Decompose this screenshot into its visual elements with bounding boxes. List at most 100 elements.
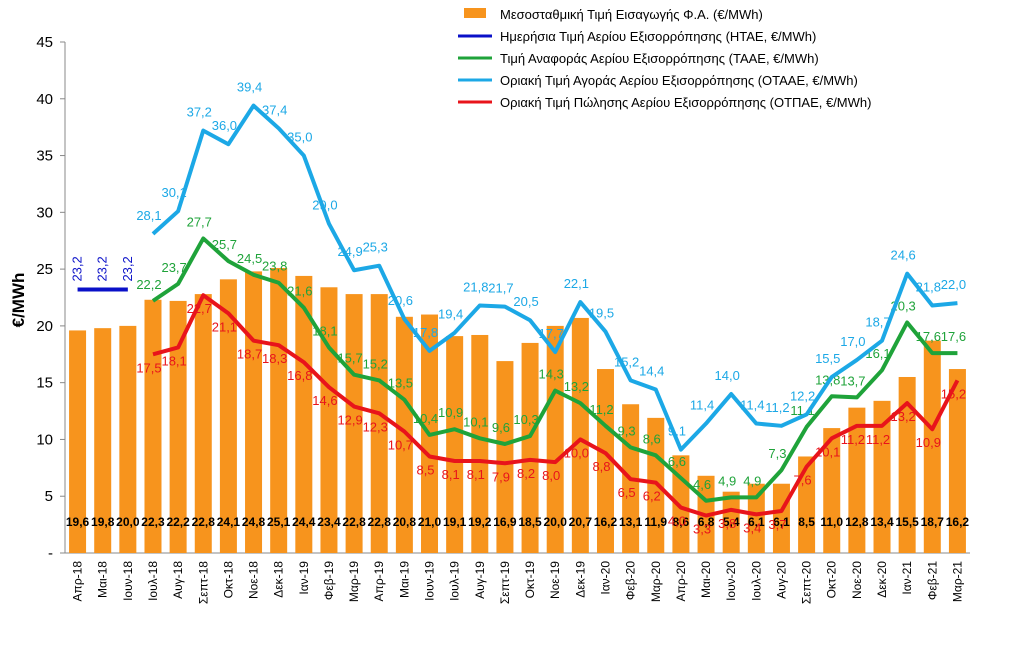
y-tick-label: - [48,545,53,562]
line-value-label: 18,3 [262,351,287,366]
y-axis-label: €/MWh [9,273,28,328]
line-value-label: 10,1 [815,444,840,459]
bar [823,428,841,553]
bar [144,299,162,553]
bar [521,342,539,553]
bar [395,316,413,553]
x-tick-label: Δεκ-18 [272,561,286,598]
line-value-label: 10,7 [388,437,413,452]
bar-value-label: 8,5 [798,515,815,529]
line-value-label: 25,3 [363,240,388,255]
line-series [151,236,958,503]
bar [345,294,363,553]
line-value-label: 9,3 [618,423,636,438]
line-series [151,103,958,452]
line-value-label: 30,1 [161,185,186,200]
x-tick-label: Ιαν-21 [900,561,914,595]
bar [571,317,589,553]
line-value-label: 11,2 [866,432,890,447]
line-value-label: 14,0 [715,368,740,383]
bar [169,300,187,553]
bar-value-label: 24,1 [217,515,241,529]
legend-label: Τιμή Αναφοράς Αερίου Εξισορρόπησης (ΤΑΑΕ… [500,51,819,66]
line-value-label: 18,7 [237,347,262,362]
bar-value-label: 18,7 [921,515,945,529]
bar-value-label: 16,9 [493,515,517,529]
x-tick-label: Δεκ-20 [875,561,889,598]
y-tick-label: 5 [45,488,53,505]
line-value-label: 24,9 [337,244,362,259]
x-tick-label: Ιαν-20 [598,561,612,595]
line-value-label: 12,3 [363,419,388,434]
line-value-label: 3,8 [718,516,736,531]
bar-value-label: 16,2 [946,515,970,529]
x-tick-label: Αυγ-19 [473,561,487,599]
line-value-label: 8,2 [517,466,535,481]
line-value-label: 20,6 [388,293,413,308]
bar [747,483,765,553]
line-value-label: 14,6 [312,393,337,408]
bar-value-label: 22,3 [141,515,165,529]
line-value-label: 9,6 [492,420,510,435]
legend-label: Ημερήσια Τιμή Αερίου Εξισορρόπησης (ΗΤΑΕ… [500,29,816,44]
line-value-label: 6,2 [643,489,661,504]
x-tick-label: Ιαν-19 [297,561,311,595]
line-value-label: 17,7 [539,326,564,341]
line-value-label: 19,5 [589,306,614,321]
line-value-label: 7,9 [492,469,510,484]
x-tick-label: Μαρ-20 [649,561,663,602]
x-tick-label: Μαρ-21 [950,561,964,602]
x-tick-label: Οκτ-20 [825,561,839,599]
line-value-label: 17,5 [136,360,161,375]
line-value-label: 13,2 [564,379,589,394]
line-value-label: 18,1 [312,323,337,338]
line-value-label: 8,0 [542,468,560,483]
line-value-label: 19,4 [438,307,463,322]
line-value-label: 28,1 [136,208,161,223]
bar [245,271,263,553]
line-value-label: 14,4 [639,363,664,378]
line-value-label: 29,0 [312,198,337,213]
line-value-label: 8,1 [442,467,460,482]
bar-value-label: 24,4 [292,515,316,529]
x-tick-label: Οκτ-19 [523,561,537,599]
line-value-label: 35,0 [287,130,312,145]
bar [798,456,816,553]
legend-label: Οριακή Τιμή Πώλησης Αερίου Εξισορρόπησης… [500,95,871,110]
line-value-label: 4,9 [743,473,761,488]
x-tick-label: Νοε-20 [850,561,864,599]
line-value-label: 7,3 [768,446,786,461]
line-value-label: 13,5 [388,376,413,391]
x-tick-label: Αυγ-18 [171,561,185,599]
line-value-label: 24,6 [890,248,915,263]
line-value-label: 23,2 [120,256,135,281]
line-series [152,293,960,518]
x-tick-label: Μαι-20 [699,561,713,598]
line-value-label: 3,3 [693,522,711,537]
y-tick-label: 40 [36,91,53,108]
bar-value-label: 6,1 [773,515,790,529]
bar-value-label: 6,8 [698,515,715,529]
x-tick-label: Νοε-19 [548,561,562,599]
bar [848,407,866,553]
line-value-label: 11,4 [690,398,714,413]
x-tick-label: Δεκ-19 [573,561,587,598]
bar [898,376,916,553]
bar-value-label: 22,8 [192,515,216,529]
line-value-label: 23,8 [262,259,287,274]
line-value-label: 12,9 [337,413,362,428]
line-value-label: 3,4 [743,520,761,535]
line-value-label: 17,8 [413,325,438,340]
bar-value-label: 20,0 [116,515,140,529]
x-tick-label: Ιουλ-20 [749,561,763,601]
x-tick-label: Ιουν-18 [121,561,135,601]
bar [194,294,212,553]
line-value-label: 4,6 [693,477,711,492]
bar [923,340,941,553]
x-tick-label: Μαρ-19 [347,561,361,602]
line-value-label: 11,2 [841,432,865,447]
bar [295,275,313,553]
line-value-label: 15,2 [941,386,966,401]
bar-value-label: 20,7 [569,515,593,529]
